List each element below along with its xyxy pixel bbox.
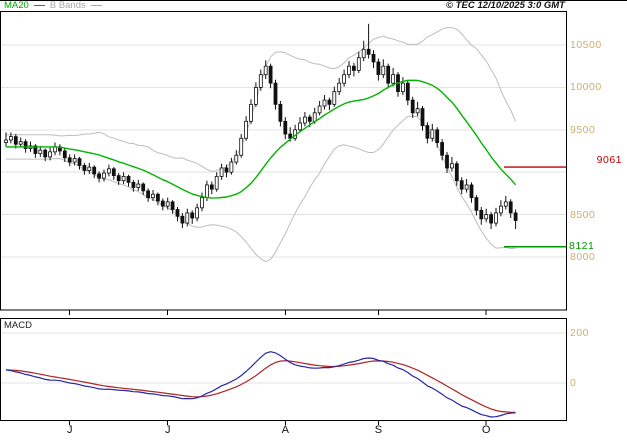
price-axis-label: 8500 bbox=[570, 208, 596, 221]
bbands-legend-label: B Bands bbox=[49, 0, 86, 11]
macd-axis-label: 200 bbox=[570, 327, 590, 339]
macd-axis-label: 0 bbox=[570, 377, 577, 389]
x-axis-month-label: A bbox=[281, 424, 289, 436]
price-axis-label: 9500 bbox=[570, 123, 596, 136]
copyright-timestamp: © TEC 12/10/2025 3:0 GMT bbox=[446, 0, 565, 11]
price-axis-label: 10000 bbox=[570, 81, 602, 94]
support-level-label: 8121 bbox=[569, 239, 595, 252]
resistance-level-label: 9061 bbox=[596, 154, 622, 167]
bbands-line-swatch-icon bbox=[90, 5, 102, 6]
price-axis-label: 10500 bbox=[570, 39, 602, 51]
price-axis-label: 8000 bbox=[570, 251, 596, 263]
x-axis-month-label: S bbox=[374, 424, 383, 436]
macd-panel-title: MACD bbox=[4, 320, 32, 331]
x-axis-month-label: O bbox=[481, 424, 491, 436]
x-axis-month-label: J bbox=[164, 424, 171, 436]
ma20-legend-label: MA20 bbox=[4, 0, 29, 11]
ma20-line-swatch-icon bbox=[33, 5, 45, 6]
legend: MA20 B Bands bbox=[4, 0, 102, 11]
x-axis-month-label: J bbox=[66, 424, 73, 436]
